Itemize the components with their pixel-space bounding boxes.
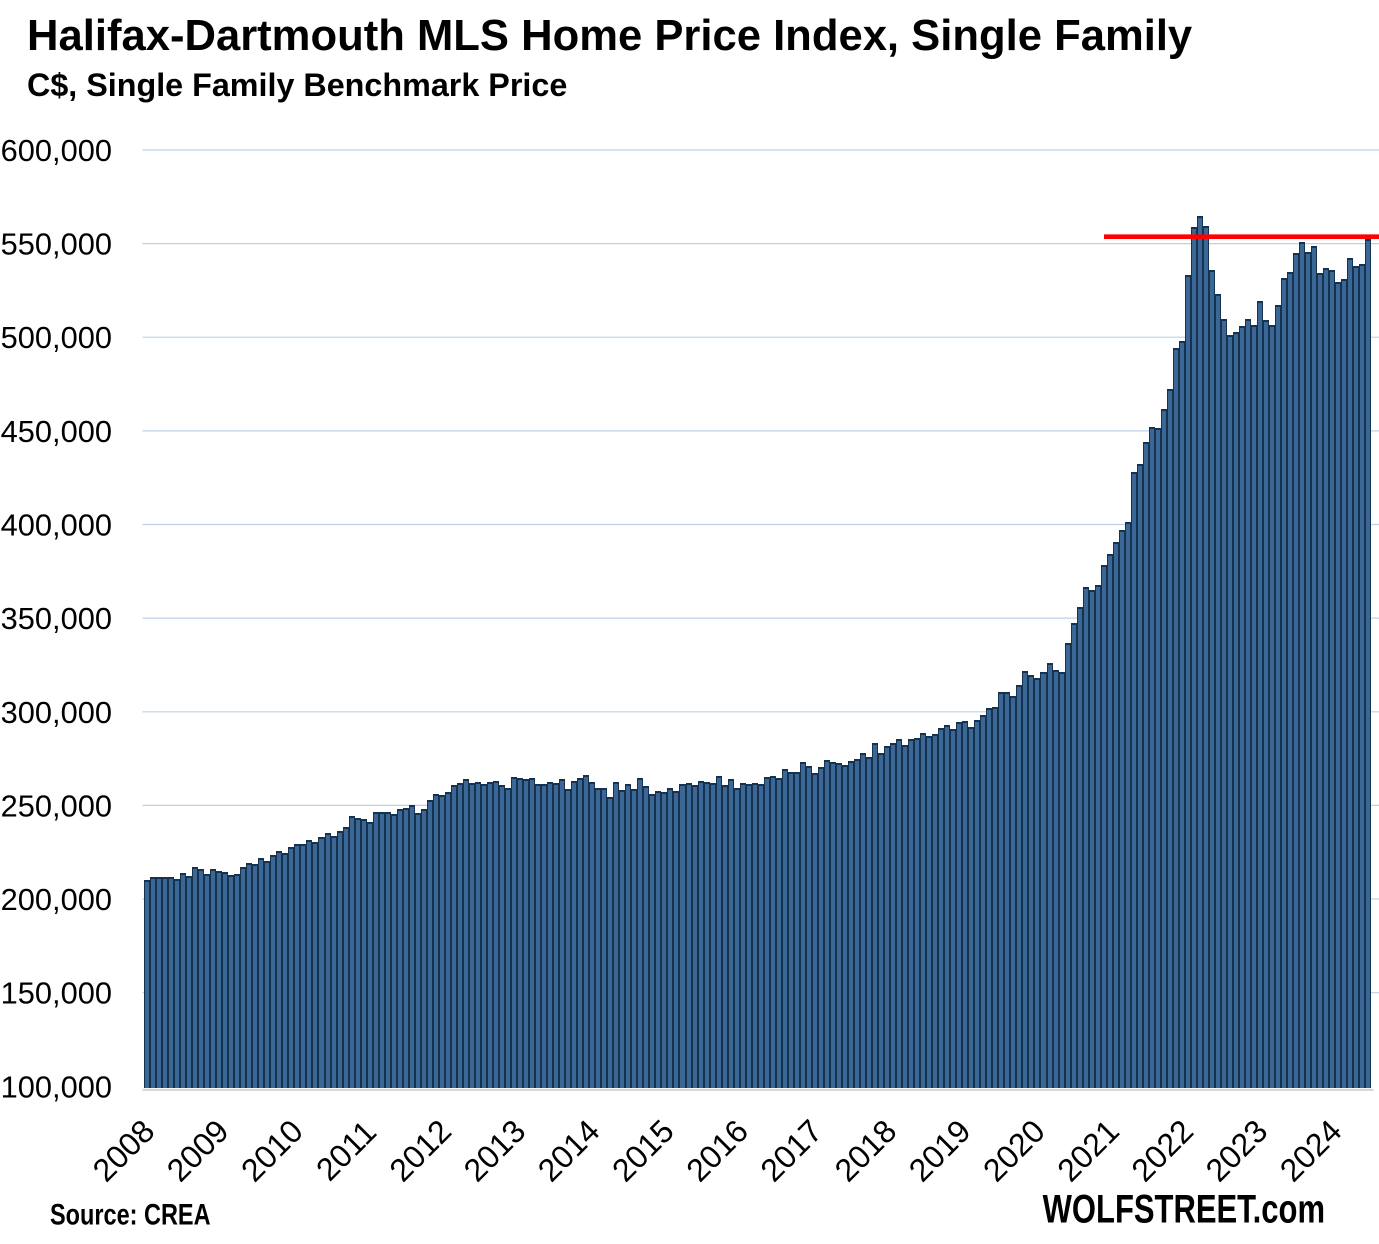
svg-text:WOLFSTREET.com: WOLFSTREET.com [1043, 1186, 1325, 1232]
svg-text:2012: 2012 [382, 1113, 458, 1189]
svg-text:2023: 2023 [1199, 1113, 1275, 1189]
svg-text:2015: 2015 [605, 1113, 681, 1189]
svg-text:2018: 2018 [828, 1113, 904, 1189]
svg-text:2017: 2017 [753, 1113, 829, 1189]
svg-text:400,000: 400,000 [1, 508, 112, 543]
svg-text:2009: 2009 [160, 1113, 236, 1189]
svg-text:2022: 2022 [1124, 1113, 1200, 1189]
svg-text:2016: 2016 [679, 1113, 755, 1189]
svg-text:2024: 2024 [1273, 1113, 1349, 1189]
svg-text:2020: 2020 [976, 1113, 1052, 1189]
svg-text:2011: 2011 [309, 1113, 383, 1187]
svg-text:2010: 2010 [234, 1113, 310, 1189]
svg-text:250,000: 250,000 [1, 788, 112, 823]
svg-text:550,000: 550,000 [1, 227, 112, 262]
svg-text:350,000: 350,000 [1, 601, 112, 636]
svg-text:150,000: 150,000 [1, 976, 112, 1011]
svg-text:2013: 2013 [457, 1113, 533, 1189]
svg-text:2021: 2021 [1050, 1113, 1126, 1189]
svg-text:2008: 2008 [86, 1113, 162, 1189]
svg-text:C$, Single Family Benchmark Pr: C$, Single Family Benchmark Price [27, 67, 567, 103]
svg-text:Source: CREA: Source: CREA [50, 1198, 211, 1231]
svg-text:Halifax-Dartmouth MLS Home Pri: Halifax-Dartmouth MLS Home Price Index, … [27, 12, 1193, 60]
svg-text:600,000: 600,000 [1, 133, 112, 168]
svg-text:500,000: 500,000 [1, 320, 112, 355]
svg-text:200,000: 200,000 [1, 882, 112, 917]
svg-text:2019: 2019 [902, 1113, 978, 1189]
svg-text:450,000: 450,000 [1, 414, 112, 449]
svg-text:2014: 2014 [531, 1113, 607, 1189]
svg-text:100,000: 100,000 [1, 1069, 112, 1104]
svg-text:300,000: 300,000 [1, 695, 112, 730]
